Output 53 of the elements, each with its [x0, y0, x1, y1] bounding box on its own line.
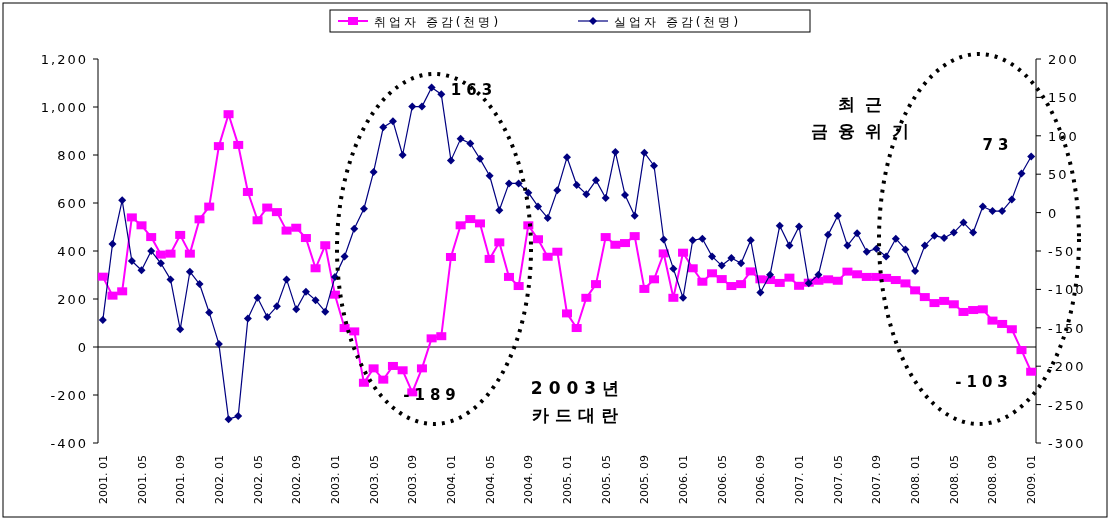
x-tick-label: 2004. 01: [444, 455, 458, 504]
y-tick-label: 400: [57, 244, 88, 259]
y-tick-label: 200: [57, 292, 88, 307]
y2-tick-label: -250: [1048, 397, 1086, 413]
x-tick-label: 2002. 09: [290, 455, 304, 504]
x-tick-label: 2004. 05: [483, 455, 497, 504]
x-tick-label: 2007. 09: [870, 455, 884, 504]
x-tick-label: 2003. 01: [328, 455, 342, 504]
x-tick-label: 2003. 09: [406, 455, 420, 504]
annotation: -103: [955, 373, 1013, 391]
y2-tick-label: -200: [1048, 359, 1086, 375]
y2-tick-label: -50: [1048, 244, 1076, 259]
y-tick-label: -200: [50, 388, 88, 403]
y-tick-label: 800: [57, 148, 88, 163]
y2-tick-label: 150: [1048, 90, 1079, 106]
x-tick-label: 2001. 05: [135, 455, 149, 504]
x-tick-label: 2009. 01: [1025, 455, 1039, 504]
y2-tick-label: 100: [1048, 128, 1079, 144]
x-tick-label: 2004. 09: [522, 455, 536, 504]
y2-tick-label: -100: [1048, 282, 1086, 298]
annotation: 2003년 카드대란: [530, 378, 626, 425]
x-tick-label: 2005. 01: [561, 455, 574, 504]
y2-tick-label: -300: [1048, 436, 1086, 451]
annotation: -189: [403, 386, 461, 404]
x-tick-label: 2002. 01: [212, 455, 226, 504]
legend-label: 취업자 증감(천명): [374, 15, 502, 29]
y2-tick-label: 50: [1048, 167, 1069, 183]
x-tick-label: 2008. 05: [947, 455, 961, 504]
x-tick-label: 2003. 05: [367, 455, 381, 504]
x-tick-label: 2005. 09: [638, 455, 652, 504]
y-tick-label: 600: [57, 196, 88, 211]
x-tick-label: 2008. 01: [909, 455, 923, 504]
x-tick-label: 2006. 05: [715, 455, 729, 504]
legend-label: 실업자 증감(천명): [614, 15, 742, 29]
y2-tick-label: 0: [1048, 205, 1059, 221]
x-tick-label: 2001. 09: [174, 455, 188, 504]
y-tick-label: 1,000: [40, 100, 88, 115]
y-tick-label: -400: [50, 436, 88, 451]
y-tick-label: 1,200: [40, 52, 88, 67]
y2-tick-label: -150: [1048, 320, 1086, 336]
x-tick-label: 2008. 09: [986, 455, 1000, 504]
annotation: 163: [450, 81, 498, 99]
x-tick-label: 2006. 09: [754, 455, 768, 504]
x-tick-label: 2007. 01: [793, 455, 807, 504]
x-tick-label: 2005. 05: [599, 455, 613, 504]
y2-tick-label: 200: [1048, 52, 1079, 67]
annotation: 최근 금융위기: [811, 94, 919, 141]
x-tick-label: 2001. 01: [96, 455, 110, 504]
x-tick-label: 2006. 01: [677, 455, 691, 504]
x-tick-label: 2002. 05: [251, 455, 265, 504]
y-tick-label: 0: [77, 340, 88, 355]
annotation: 73: [982, 136, 1014, 154]
x-tick-label: 2007. 05: [831, 455, 845, 504]
